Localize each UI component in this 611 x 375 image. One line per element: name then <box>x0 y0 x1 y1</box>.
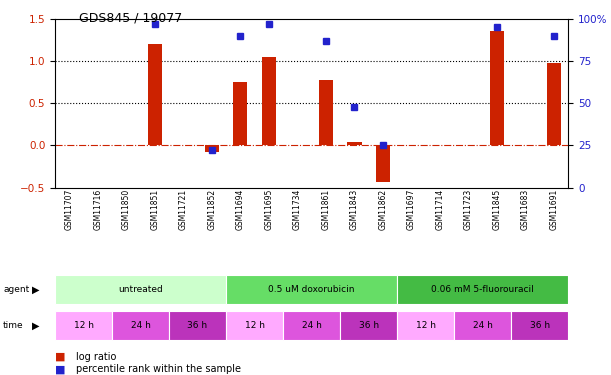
Bar <box>226 311 283 340</box>
Bar <box>205 146 219 152</box>
Text: GSM11734: GSM11734 <box>293 189 302 231</box>
Text: percentile rank within the sample: percentile rank within the sample <box>76 364 241 374</box>
Text: GDS845 / 19077: GDS845 / 19077 <box>79 11 183 24</box>
Text: GSM11852: GSM11852 <box>207 189 216 230</box>
Bar <box>169 311 226 340</box>
Text: GSM11716: GSM11716 <box>93 189 102 230</box>
Text: GSM11723: GSM11723 <box>464 189 473 230</box>
Text: GSM11843: GSM11843 <box>350 189 359 230</box>
Text: 12 h: 12 h <box>244 321 265 330</box>
Text: 12 h: 12 h <box>415 321 436 330</box>
Bar <box>340 311 397 340</box>
Text: GSM11851: GSM11851 <box>150 189 159 230</box>
Bar <box>233 82 247 146</box>
Text: 36 h: 36 h <box>188 321 208 330</box>
Text: GSM11862: GSM11862 <box>378 189 387 230</box>
Text: ▶: ▶ <box>32 285 39 295</box>
Text: 24 h: 24 h <box>473 321 492 330</box>
Text: agent: agent <box>3 285 29 294</box>
Text: GSM11683: GSM11683 <box>521 189 530 230</box>
Bar <box>112 311 169 340</box>
Bar <box>55 275 226 304</box>
Text: 36 h: 36 h <box>530 321 550 330</box>
Bar <box>490 32 504 146</box>
Text: 0.06 mM 5-fluorouracil: 0.06 mM 5-fluorouracil <box>431 285 534 294</box>
Bar <box>283 311 340 340</box>
Text: GSM11845: GSM11845 <box>492 189 502 230</box>
Bar <box>511 311 568 340</box>
Bar <box>226 275 397 304</box>
Text: GSM11861: GSM11861 <box>321 189 331 230</box>
Bar <box>319 80 333 146</box>
Text: ■: ■ <box>55 364 65 374</box>
Text: time: time <box>3 321 24 330</box>
Text: ▶: ▶ <box>32 320 39 330</box>
Text: 36 h: 36 h <box>359 321 379 330</box>
Text: GSM11695: GSM11695 <box>265 189 273 231</box>
Text: 12 h: 12 h <box>73 321 93 330</box>
Bar <box>397 311 454 340</box>
Text: log ratio: log ratio <box>76 352 117 362</box>
Text: GSM11697: GSM11697 <box>407 189 416 231</box>
Text: 24 h: 24 h <box>302 321 321 330</box>
Text: 0.5 uM doxorubicin: 0.5 uM doxorubicin <box>268 285 355 294</box>
Text: untreated: untreated <box>118 285 163 294</box>
Text: GSM11691: GSM11691 <box>549 189 558 230</box>
Bar <box>547 63 561 146</box>
Text: GSM11714: GSM11714 <box>436 189 444 230</box>
Text: GSM11721: GSM11721 <box>179 189 188 230</box>
Bar <box>262 57 276 146</box>
Bar <box>148 44 162 146</box>
Text: 24 h: 24 h <box>131 321 150 330</box>
Bar <box>454 311 511 340</box>
Text: GSM11694: GSM11694 <box>236 189 245 231</box>
Bar <box>376 146 390 183</box>
Text: GSM11850: GSM11850 <box>122 189 131 230</box>
Text: GSM11707: GSM11707 <box>65 189 74 231</box>
Text: ■: ■ <box>55 352 65 362</box>
Bar <box>397 275 568 304</box>
Bar <box>347 142 362 146</box>
Bar <box>55 311 112 340</box>
